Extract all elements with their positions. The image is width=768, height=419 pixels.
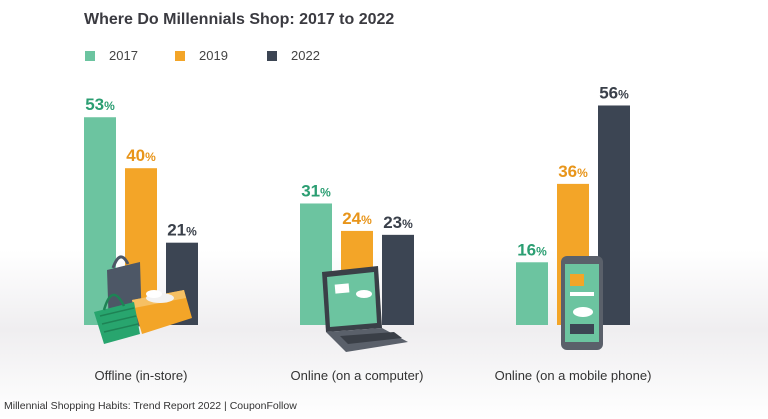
data-label-online-on-a-computer-2017: 31%	[301, 181, 331, 200]
legend-label-2022: 2022	[291, 48, 320, 63]
data-label-online-on-a-computer-2022: 23%	[383, 213, 413, 232]
legend-swatch-2022	[267, 51, 277, 61]
data-label-offline-in-store-2019: 40%	[126, 146, 156, 165]
chart-title: Where Do Millennials Shop: 2017 to 2022	[84, 11, 395, 28]
laptop-illustration	[322, 266, 408, 352]
labels-layer: 53% 40% 21% Offline (in-store) 31% 24% 23% Onli…	[85, 83, 651, 383]
source-text: Millennial Shopping Habits: Trend Report…	[4, 400, 297, 412]
legend-label-2017: 2017	[109, 48, 138, 63]
category-label-online-on-a-computer: Online (on a computer)	[291, 368, 424, 383]
data-label-offline-in-store-2017: 53%	[85, 95, 115, 114]
data-label-offline-in-store-2022: 21%	[167, 221, 197, 240]
legend-label-2019: 2019	[199, 48, 228, 63]
bar-online-on-a-mobile-phone-2017	[516, 262, 548, 325]
data-label-online-on-a-computer-2019: 24%	[342, 209, 372, 228]
legend-swatch-2017	[85, 51, 95, 61]
category-label-online-on-a-mobile-phone: Online (on a mobile phone)	[495, 368, 652, 383]
shopping-bags-illustration	[94, 255, 192, 344]
data-label-online-on-a-mobile-phone-2022: 56%	[599, 83, 629, 102]
bar-online-on-a-mobile-phone-2022	[598, 105, 630, 325]
category-label-offline-in-store: Offline (in-store)	[95, 368, 188, 383]
data-label-online-on-a-mobile-phone-2017: 16%	[517, 240, 547, 259]
phone-illustration	[561, 256, 603, 350]
data-label-online-on-a-mobile-phone-2019: 36%	[558, 162, 588, 181]
legend-swatch-2019	[175, 51, 185, 61]
bar-online-on-a-computer-2022	[382, 234, 414, 325]
